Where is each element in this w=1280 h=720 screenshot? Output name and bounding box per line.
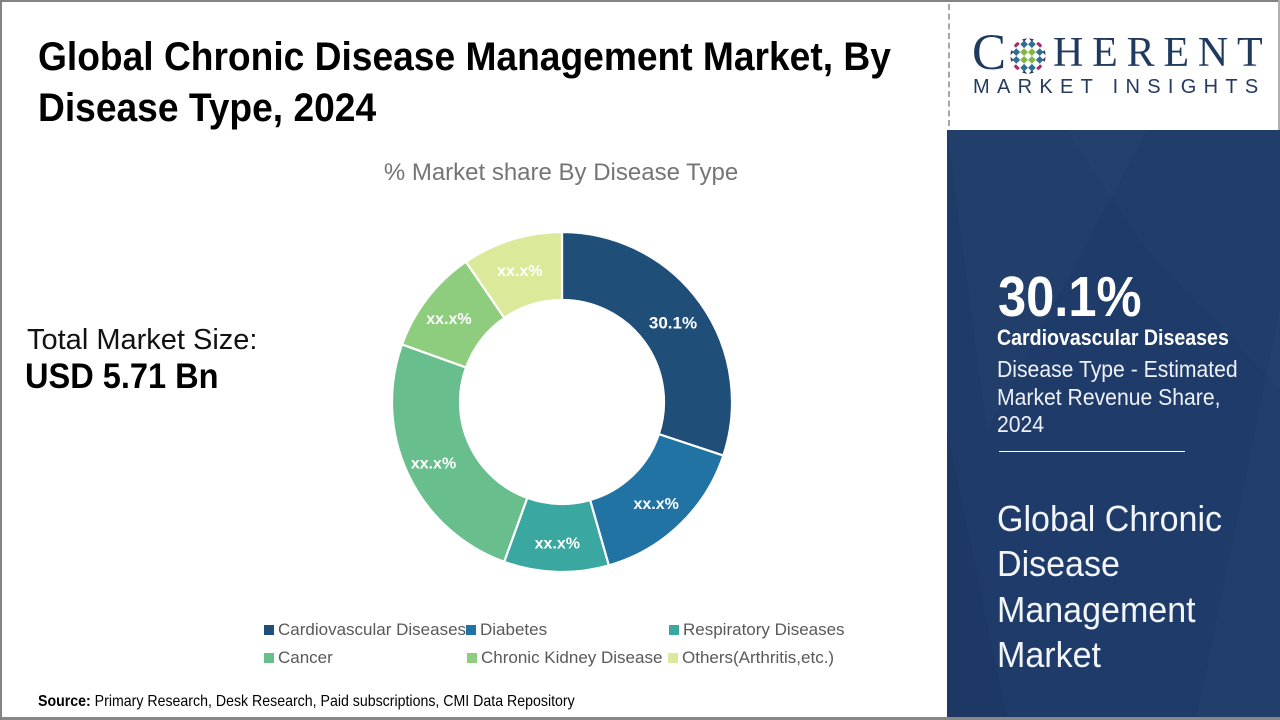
svg-text:xx.x%: xx.x%	[497, 263, 542, 280]
svg-text:30.1%: 30.1%	[649, 314, 697, 333]
svg-text:xx.x%: xx.x%	[426, 311, 471, 328]
svg-text:xx.x%: xx.x%	[535, 535, 580, 552]
svg-text:xx.x%: xx.x%	[411, 456, 456, 473]
svg-text:xx.x%: xx.x%	[634, 496, 679, 513]
